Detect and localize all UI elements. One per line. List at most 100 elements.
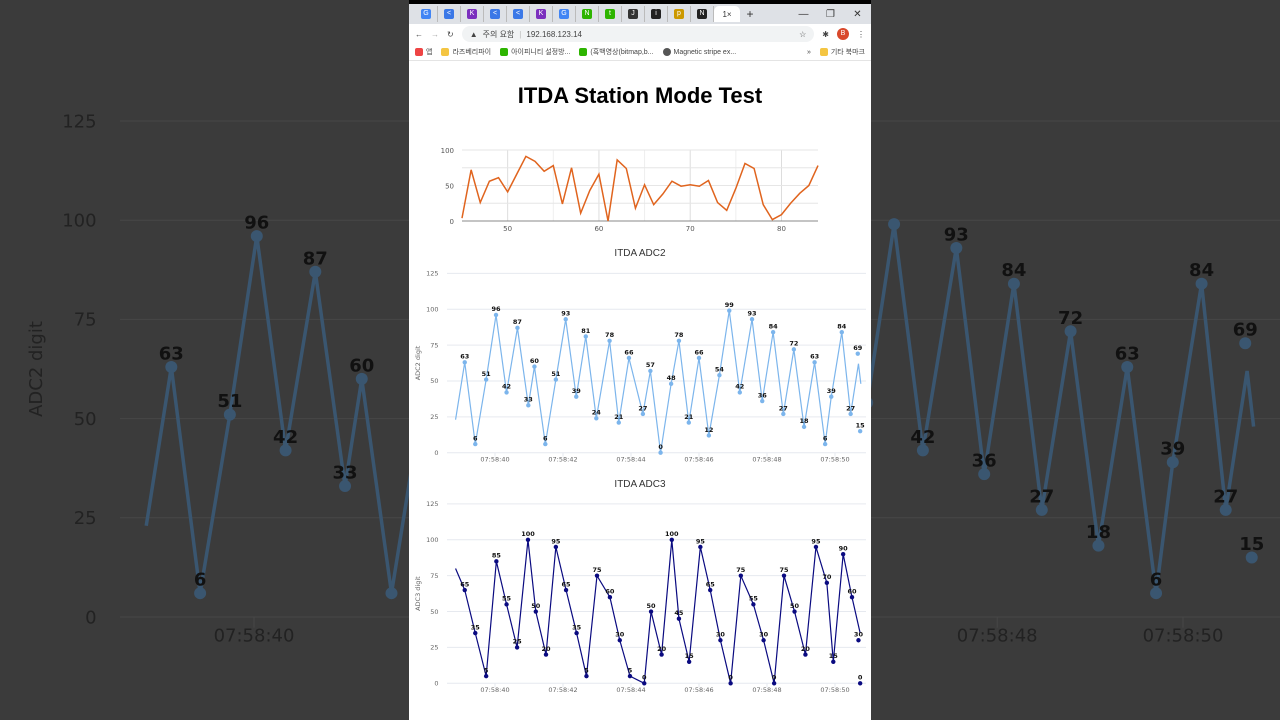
- browser-tab[interactable]: <: [438, 6, 461, 22]
- data-point[interactable]: [526, 403, 531, 408]
- data-point[interactable]: [857, 681, 863, 686]
- data-point[interactable]: [659, 652, 664, 657]
- data-point[interactable]: [473, 630, 478, 636]
- data-point[interactable]: [771, 681, 777, 686]
- data-point[interactable]: [668, 381, 674, 387]
- data-point[interactable]: [223, 408, 236, 421]
- data-point[interactable]: [532, 364, 537, 369]
- browser-tab[interactable]: p: [668, 6, 691, 22]
- browser-tab[interactable]: <: [484, 6, 507, 22]
- data-point[interactable]: [698, 544, 703, 550]
- data-point[interactable]: [627, 673, 633, 679]
- more-bookmarks-button[interactable]: »: [806, 48, 811, 56]
- data-point[interactable]: [737, 390, 742, 395]
- data-point[interactable]: [583, 334, 588, 339]
- data-point[interactable]: [686, 659, 692, 664]
- data-point[interactable]: [1245, 551, 1258, 564]
- tab-close-icon[interactable]: ×: [726, 9, 732, 19]
- data-point[interactable]: [385, 587, 398, 600]
- data-point[interactable]: [493, 312, 499, 318]
- browser-tab[interactable]: G: [415, 6, 438, 22]
- data-point[interactable]: [250, 230, 263, 243]
- data-point[interactable]: [594, 573, 600, 578]
- data-point[interactable]: [1219, 503, 1232, 516]
- data-point[interactable]: [831, 659, 836, 664]
- data-point[interactable]: [1092, 539, 1105, 552]
- data-point[interactable]: [829, 394, 834, 399]
- data-point[interactable]: [483, 377, 489, 382]
- data-point[interactable]: [607, 595, 613, 600]
- other-bookmarks[interactable]: 기타 북마크: [819, 47, 865, 57]
- data-point[interactable]: [607, 338, 612, 343]
- maximize-button[interactable]: ❐: [826, 8, 835, 20]
- browser-tab[interactable]: N: [691, 6, 714, 22]
- data-point[interactable]: [1195, 277, 1208, 290]
- data-point[interactable]: [594, 416, 599, 421]
- data-point[interactable]: [563, 587, 569, 593]
- data-point[interactable]: [525, 537, 531, 542]
- data-point[interactable]: [751, 602, 756, 607]
- data-point[interactable]: [483, 673, 489, 679]
- browser-tab[interactable]: N: [576, 6, 599, 22]
- data-point[interactable]: [770, 329, 776, 335]
- data-point[interactable]: [462, 587, 467, 593]
- reload-icon[interactable]: ↻: [447, 29, 454, 39]
- data-point[interactable]: [1121, 361, 1134, 374]
- minimize-button[interactable]: —: [798, 8, 809, 20]
- data-point[interactable]: [978, 468, 991, 481]
- data-point[interactable]: [584, 673, 589, 679]
- back-icon[interactable]: ←: [415, 29, 423, 39]
- close-button[interactable]: ✕: [853, 8, 862, 20]
- data-point[interactable]: [706, 433, 712, 438]
- bookmark-item[interactable]: 앱: [415, 47, 432, 57]
- data-point[interactable]: [727, 308, 732, 313]
- data-point[interactable]: [616, 420, 621, 425]
- data-point[interactable]: [824, 580, 830, 586]
- browser-tab[interactable]: G: [553, 6, 576, 22]
- data-point[interactable]: [574, 394, 579, 399]
- data-point[interactable]: [813, 544, 819, 550]
- browser-tab[interactable]: <: [507, 6, 530, 22]
- data-point[interactable]: [309, 265, 322, 278]
- data-point[interactable]: [574, 630, 579, 636]
- browser-tab[interactable]: t: [599, 6, 622, 22]
- data-point[interactable]: [279, 444, 292, 457]
- data-point[interactable]: [708, 587, 713, 593]
- data-point[interactable]: [849, 595, 855, 600]
- data-point[interactable]: [494, 559, 499, 564]
- data-point[interactable]: [801, 424, 807, 430]
- data-point[interactable]: [504, 602, 509, 607]
- browser-tab-active[interactable]: 1 ×: [714, 6, 740, 22]
- data-point[interactable]: [676, 338, 682, 343]
- data-point[interactable]: [194, 587, 207, 600]
- menu-icon[interactable]: ⋮: [857, 29, 865, 39]
- data-point[interactable]: [473, 441, 478, 447]
- browser-tab[interactable]: K: [530, 6, 553, 22]
- data-point[interactable]: [840, 551, 846, 557]
- data-point[interactable]: [543, 652, 549, 657]
- forward-icon[interactable]: →: [431, 29, 439, 39]
- browser-tab[interactable]: J: [622, 6, 645, 22]
- data-point[interactable]: [515, 325, 520, 331]
- data-point[interactable]: [165, 361, 178, 374]
- data-point[interactable]: [812, 360, 817, 365]
- data-point[interactable]: [563, 317, 568, 322]
- data-point[interactable]: [839, 329, 844, 335]
- data-point[interactable]: [514, 645, 520, 650]
- data-point[interactable]: [658, 450, 663, 455]
- data-point[interactable]: [696, 355, 702, 361]
- data-point[interactable]: [617, 638, 622, 643]
- data-point[interactable]: [717, 373, 722, 378]
- data-point[interactable]: [855, 351, 860, 356]
- data-point[interactable]: [1150, 587, 1163, 600]
- data-point[interactable]: [533, 609, 538, 614]
- data-point[interactable]: [462, 360, 467, 365]
- data-point[interactable]: [553, 544, 559, 550]
- data-point[interactable]: [553, 377, 559, 382]
- data-point[interactable]: [339, 480, 352, 493]
- data-point[interactable]: [856, 638, 861, 643]
- data-point[interactable]: [888, 218, 901, 231]
- data-point[interactable]: [686, 420, 691, 425]
- bookmark-item[interactable]: 라즈베리파이: [441, 47, 491, 57]
- bookmark-item[interactable]: Magnetic stripe ex...: [662, 48, 736, 56]
